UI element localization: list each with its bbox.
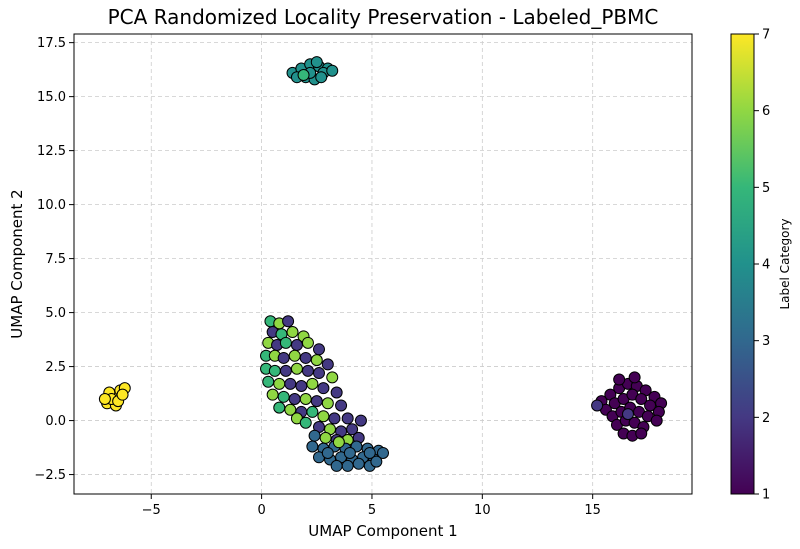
data-point — [306, 405, 319, 418]
x-axis-label: UMAP Component 1 — [308, 522, 457, 540]
data-point — [312, 343, 325, 356]
data-point — [321, 358, 334, 371]
data-point — [284, 377, 297, 390]
y-tick-label: 2.5 — [45, 360, 66, 375]
data-point — [310, 395, 323, 408]
data-point — [370, 455, 383, 468]
data-point — [330, 386, 343, 399]
y-tick-label: 12.5 — [37, 144, 66, 159]
data-point — [319, 431, 332, 444]
data-point — [308, 429, 321, 442]
x-tick-label: 0 — [257, 503, 265, 518]
plot-frame — [73, 33, 693, 495]
data-point — [299, 416, 312, 429]
data-point — [346, 423, 359, 436]
y-tick-label: 5.0 — [45, 306, 66, 321]
data-point — [310, 56, 323, 69]
data-point — [650, 414, 663, 427]
x-tick-label: −5 — [142, 503, 161, 518]
data-point — [363, 446, 376, 459]
data-point — [282, 315, 295, 328]
y-axis: −2.5 0.0 2.5 5.0 7.5 10.0 12.5 15.0 17.5 — [34, 36, 74, 483]
data-point — [315, 71, 328, 84]
colorbar-tick-label: 5 — [762, 181, 770, 196]
data-point — [306, 377, 319, 390]
data-point — [352, 457, 365, 470]
colorbar-tick-label: 4 — [762, 258, 770, 273]
data-point — [341, 459, 354, 472]
grid — [74, 34, 692, 494]
data-point — [299, 351, 312, 364]
y-tick-label: −2.5 — [34, 468, 66, 483]
data-point — [321, 397, 334, 410]
data-point — [290, 338, 303, 351]
data-point — [297, 69, 310, 82]
data-point — [321, 446, 334, 459]
data-point — [279, 336, 292, 349]
x-axis: −5 0 5 10 15 — [142, 494, 601, 518]
data-points — [98, 56, 668, 472]
colorbar-tick-label: 7 — [762, 28, 770, 43]
data-point — [290, 362, 303, 375]
data-point — [98, 392, 111, 405]
data-point — [286, 326, 299, 339]
data-point — [613, 373, 626, 386]
x-tick-label: 15 — [584, 503, 601, 518]
colorbar — [730, 33, 755, 495]
colorbar-tick-label: 3 — [762, 334, 770, 349]
data-point — [301, 336, 314, 349]
data-point — [354, 414, 367, 427]
colorbar-tick-label: 1 — [762, 488, 770, 503]
data-point — [288, 392, 301, 405]
data-point — [343, 446, 356, 459]
y-tick-label: 10.0 — [37, 198, 66, 213]
y-tick-label: 17.5 — [37, 36, 66, 51]
data-point — [277, 351, 290, 364]
colorbar-tick-label: 6 — [762, 104, 770, 119]
data-point — [317, 382, 330, 395]
data-point — [279, 364, 292, 377]
data-point — [335, 399, 348, 412]
data-point — [326, 64, 339, 77]
data-point — [332, 436, 345, 449]
data-point — [330, 459, 343, 472]
data-point — [299, 392, 312, 405]
data-point — [277, 390, 290, 403]
data-point — [328, 412, 341, 425]
data-point — [621, 408, 634, 421]
data-point — [268, 364, 281, 377]
data-point — [301, 364, 314, 377]
colorbar-tick-label: 2 — [762, 411, 770, 426]
data-point — [628, 371, 641, 384]
y-axis-label: UMAP Component 2 — [8, 189, 26, 338]
colorbar-ticks: 1 2 3 4 5 6 7 — [754, 28, 770, 503]
y-tick-label: 0.0 — [45, 414, 66, 429]
data-point — [591, 399, 604, 412]
x-tick-label: 5 — [368, 503, 376, 518]
data-point — [262, 375, 275, 388]
data-point — [635, 392, 648, 405]
data-point — [312, 367, 325, 380]
data-point — [310, 354, 323, 367]
data-point — [306, 440, 319, 453]
data-point — [266, 388, 279, 401]
data-point — [273, 377, 286, 390]
data-point — [635, 427, 648, 440]
x-tick-label: 10 — [474, 503, 491, 518]
colorbar-label: Label Category — [778, 218, 792, 309]
data-point — [116, 388, 129, 401]
chart-title: PCA Randomized Locality Preservation - L… — [108, 5, 659, 29]
data-point — [273, 401, 286, 414]
data-point — [317, 410, 330, 423]
data-point — [341, 412, 354, 425]
y-tick-label: 7.5 — [45, 252, 66, 267]
data-point — [295, 380, 308, 393]
y-tick-label: 15.0 — [37, 90, 66, 105]
data-point — [326, 371, 339, 384]
data-point — [288, 349, 301, 362]
data-point — [377, 446, 389, 459]
